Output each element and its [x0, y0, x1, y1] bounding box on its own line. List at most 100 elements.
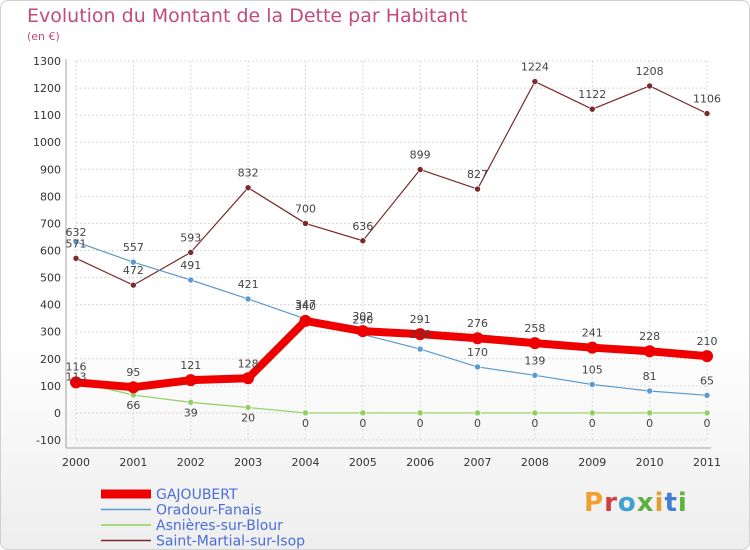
data-label: 291	[410, 313, 431, 326]
data-label: 421	[238, 278, 259, 291]
data-label: 340	[295, 300, 316, 313]
y-tick-label: 500	[40, 272, 61, 285]
series-point-3	[474, 185, 481, 193]
series-point-0	[242, 372, 255, 385]
x-tick-label: 2006	[406, 456, 434, 469]
data-label: 636	[352, 220, 373, 233]
logo-letter: x	[636, 488, 655, 518]
series-point-2	[531, 409, 539, 417]
series-point-1	[646, 387, 653, 395]
series-point-1	[244, 295, 252, 303]
x-tick-label: 2009	[578, 456, 606, 469]
data-label: 632	[66, 226, 87, 239]
data-label: 139	[524, 354, 545, 367]
y-tick-label: 400	[40, 299, 61, 312]
data-label: 0	[474, 417, 481, 430]
y-tick-label: 1100	[33, 109, 61, 122]
data-label: 1224	[521, 61, 549, 74]
data-label: 65	[700, 374, 714, 387]
series-point-3	[187, 249, 195, 256]
data-label: 700	[295, 202, 316, 215]
data-label: 0	[302, 417, 309, 430]
series-point-0	[127, 381, 140, 394]
data-label: 0	[417, 417, 424, 430]
series-point-3	[646, 82, 653, 90]
series-point-0	[414, 328, 427, 341]
series-point-1	[703, 392, 711, 399]
y-tick-label: 0	[54, 407, 61, 420]
legend-label: Asnières-sur-Blour	[156, 518, 283, 534]
series-point-3	[416, 166, 424, 173]
data-label: 236	[410, 328, 431, 341]
series-point-2	[244, 404, 252, 411]
series-point-2	[359, 409, 367, 417]
data-label: 0	[359, 417, 366, 430]
data-label: 20	[241, 412, 255, 425]
series-point-0	[356, 325, 369, 338]
series-point-1	[187, 276, 195, 284]
y-tick-label: -100	[36, 434, 61, 447]
data-label: 593	[180, 231, 201, 244]
data-label: 0	[646, 417, 653, 430]
data-label: 241	[582, 327, 603, 340]
series-line-0	[75, 316, 708, 392]
series-point-3	[302, 220, 309, 227]
x-tick-label: 2001	[119, 456, 147, 469]
data-label: 66	[126, 399, 140, 412]
series-point-0	[299, 314, 312, 327]
series-line-3	[75, 80, 708, 286]
legend-label: Saint-Martial-sur-Isop	[156, 534, 305, 550]
y-tick-label: 800	[40, 190, 61, 203]
data-label: 1106	[693, 93, 721, 106]
data-label: 0	[704, 417, 711, 430]
series-point-3	[531, 78, 539, 85]
data-label: 228	[639, 330, 660, 343]
data-label: 210	[697, 335, 718, 348]
series-point-0	[643, 345, 656, 358]
proxiti-logo: Proxiti	[584, 488, 688, 518]
legend-label: GAJOUBERT	[156, 487, 238, 503]
logo-letter: i	[654, 488, 665, 518]
x-tick-label: 2005	[349, 456, 377, 469]
x-tick-label: 2007	[464, 456, 492, 469]
axes: -100010020030040050060070080090010001100…	[33, 55, 721, 469]
x-tick-label: 2003	[234, 456, 262, 469]
series-point-0	[70, 376, 82, 389]
series-point-1	[72, 238, 80, 246]
data-label: 113	[66, 370, 87, 383]
data-label: 116	[66, 361, 87, 374]
series-point-2	[416, 409, 424, 417]
series-point-2	[302, 409, 309, 417]
series-point-2	[703, 409, 711, 417]
series-point-0	[471, 332, 484, 345]
logo-letter: t	[664, 488, 678, 518]
series-point-3	[130, 281, 137, 289]
series-point-1	[531, 371, 539, 379]
x-tick-label: 2000	[62, 456, 90, 469]
series-point-3	[588, 105, 596, 113]
series-point-3	[244, 184, 252, 191]
y-tick-label: 700	[40, 217, 61, 230]
series-point-0	[528, 337, 541, 350]
data-label: 1122	[578, 88, 606, 101]
logo-letter: P	[584, 488, 605, 518]
series-point-2	[187, 399, 195, 406]
y-tick-label: 100	[40, 380, 61, 393]
logo-letter: r	[604, 488, 618, 518]
data-label: 832	[238, 167, 259, 180]
series-point-0	[586, 341, 599, 354]
data-label: 347	[295, 298, 316, 311]
x-tick-label: 2004	[291, 456, 319, 469]
x-tick-label: 2011	[693, 456, 721, 469]
y-tick-label: 200	[40, 353, 61, 366]
series-group	[70, 78, 713, 417]
data-label: 302	[352, 310, 373, 323]
data-label: 81	[643, 370, 657, 383]
data-label: 39	[184, 406, 198, 419]
data-label: 0	[589, 417, 596, 430]
y-tick-label: 1200	[33, 82, 61, 95]
data-label: 170	[467, 346, 488, 359]
y-tick-label: 900	[40, 163, 61, 176]
